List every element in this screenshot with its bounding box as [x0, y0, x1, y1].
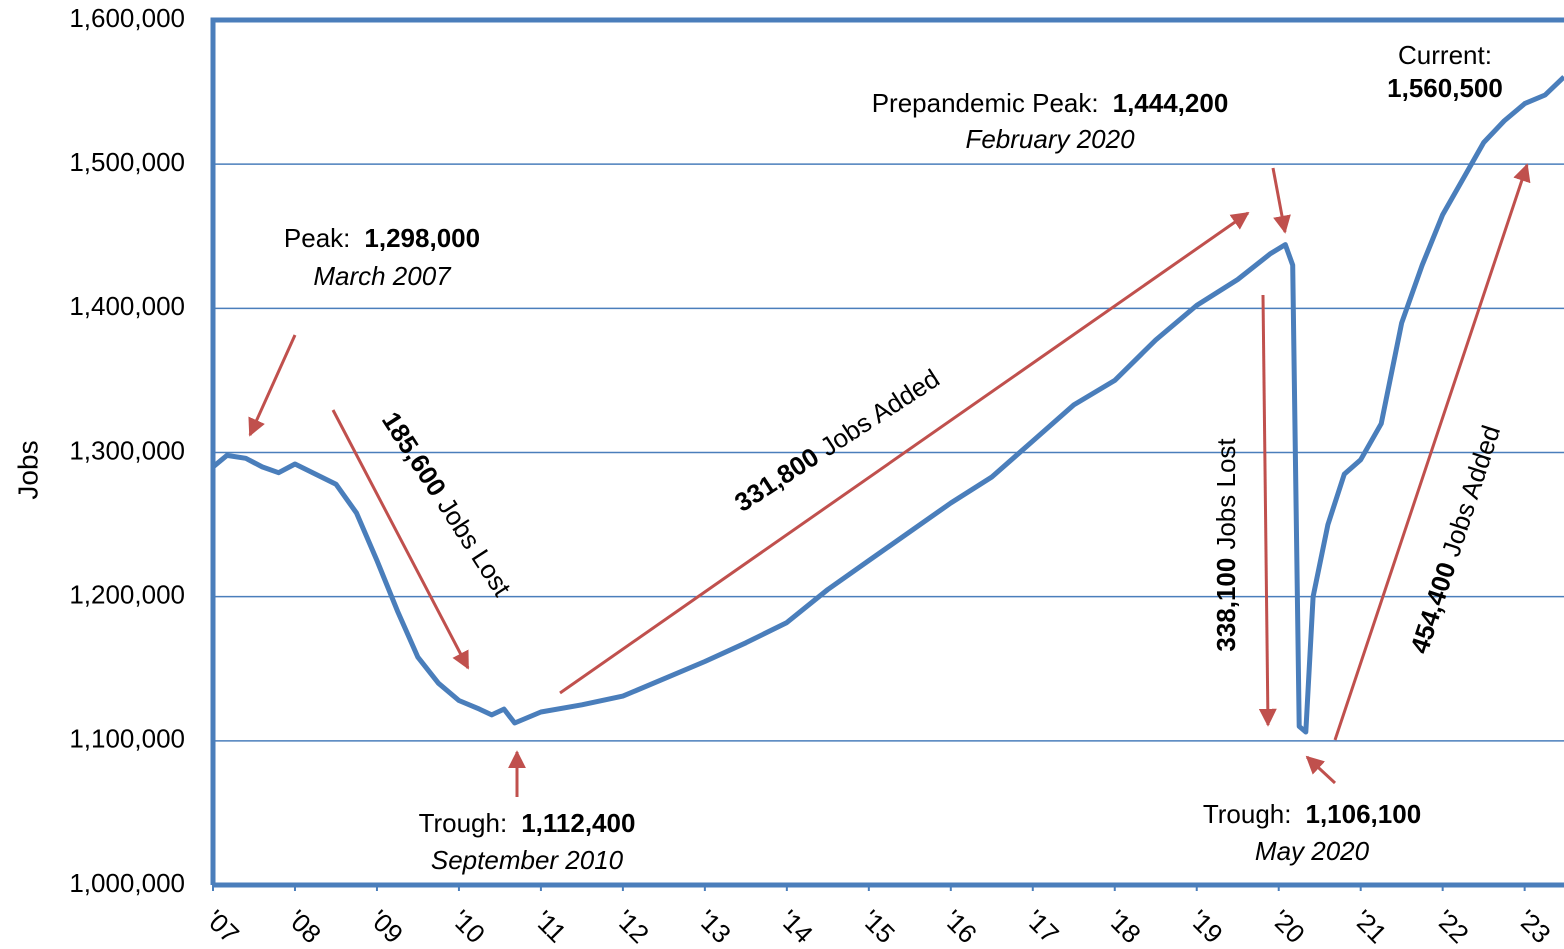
x-tick-label: '18	[1102, 904, 1147, 949]
annotation-value: 1,444,200	[1113, 88, 1229, 118]
annotation: Current:	[1398, 40, 1492, 70]
x-tick-label: '17	[1020, 904, 1065, 949]
annotation: Trough: 1,112,400	[419, 808, 636, 838]
arrow	[331, 409, 470, 670]
annotation: Peak: 1,298,000	[284, 223, 480, 253]
x-tick-label: '23	[1512, 904, 1557, 949]
annotation-label: Jobs Lost	[432, 492, 518, 602]
plot-frame	[210, 17, 1564, 885]
annotation: 331,800Jobs Added	[729, 363, 945, 518]
x-tick-label: '16	[938, 904, 983, 949]
x-tick-label: '09	[364, 904, 409, 949]
x-tick-label: '13	[692, 904, 737, 949]
annotation: 338,100 Jobs Lost	[1211, 438, 1241, 652]
annotation: 454,400Jobs Added	[1404, 422, 1506, 658]
x-tick-label: '08	[282, 904, 327, 949]
x-tick-label: '07	[200, 904, 245, 949]
annotation-date: February 2020	[965, 124, 1135, 154]
annotation-value: 454,400	[1404, 558, 1462, 657]
y-tick-label: 1,200,000	[69, 580, 185, 610]
annotation-value: 185,600	[376, 406, 452, 501]
y-tick-label: 1,300,000	[69, 435, 185, 465]
arrow	[1305, 755, 1337, 785]
x-tick-label: '20	[1266, 904, 1311, 949]
x-tick-label: '22	[1430, 904, 1475, 949]
annotation-label: Jobs Lost	[1211, 438, 1241, 550]
x-tick-label: '14	[774, 904, 819, 949]
x-tick-label: '15	[856, 904, 901, 949]
annotation-label: Prepandemic Peak:	[872, 88, 1099, 118]
annotation-value: 1,560,500	[1387, 73, 1503, 103]
arrow	[1271, 167, 1291, 234]
y-axis-label: Jobs	[12, 440, 43, 499]
annotation-value: 1,298,000	[364, 223, 480, 253]
y-tick-label: 1,000,000	[69, 868, 185, 898]
annotation-date: September 2010	[431, 845, 624, 875]
annotation-value: 1,112,400	[521, 808, 635, 838]
arrow	[1333, 163, 1531, 741]
y-tick-label: 1,400,000	[69, 291, 185, 321]
annotation: Trough: 1,106,100	[1203, 799, 1421, 829]
data-line	[211, 75, 1564, 735]
annotation-date: May 2020	[1255, 836, 1370, 866]
annotation-label: Peak:	[284, 223, 351, 253]
x-tick-label: '12	[610, 904, 655, 949]
annotation-value: 338,100	[1211, 558, 1241, 652]
x-tick-label: '21	[1348, 904, 1393, 949]
x-tick-label: '10	[446, 904, 491, 949]
y-tick-label: 1,100,000	[69, 724, 185, 754]
annotation-label: Jobs Added	[814, 363, 944, 462]
annotation-label: Current:	[1398, 40, 1492, 70]
arrow	[1258, 294, 1277, 727]
annotation: Prepandemic Peak: 1,444,200	[872, 88, 1229, 118]
y-tick-label: 1,600,000	[69, 3, 185, 33]
annotation-value: 1,106,100	[1305, 799, 1421, 829]
annotation-label: Trough:	[419, 808, 508, 838]
y-tick-label: 1,500,000	[69, 147, 185, 177]
arrow	[248, 334, 297, 437]
annotation: 185,600Jobs Lost	[376, 406, 518, 602]
annotation-label: Jobs Added	[1435, 422, 1506, 561]
annotation-date: March 2007	[313, 261, 452, 291]
x-tick-label: '19	[1184, 904, 1229, 949]
arrow	[559, 211, 1250, 695]
annotation-label: Trough:	[1203, 799, 1292, 829]
x-tick-label: '11	[529, 905, 573, 949]
